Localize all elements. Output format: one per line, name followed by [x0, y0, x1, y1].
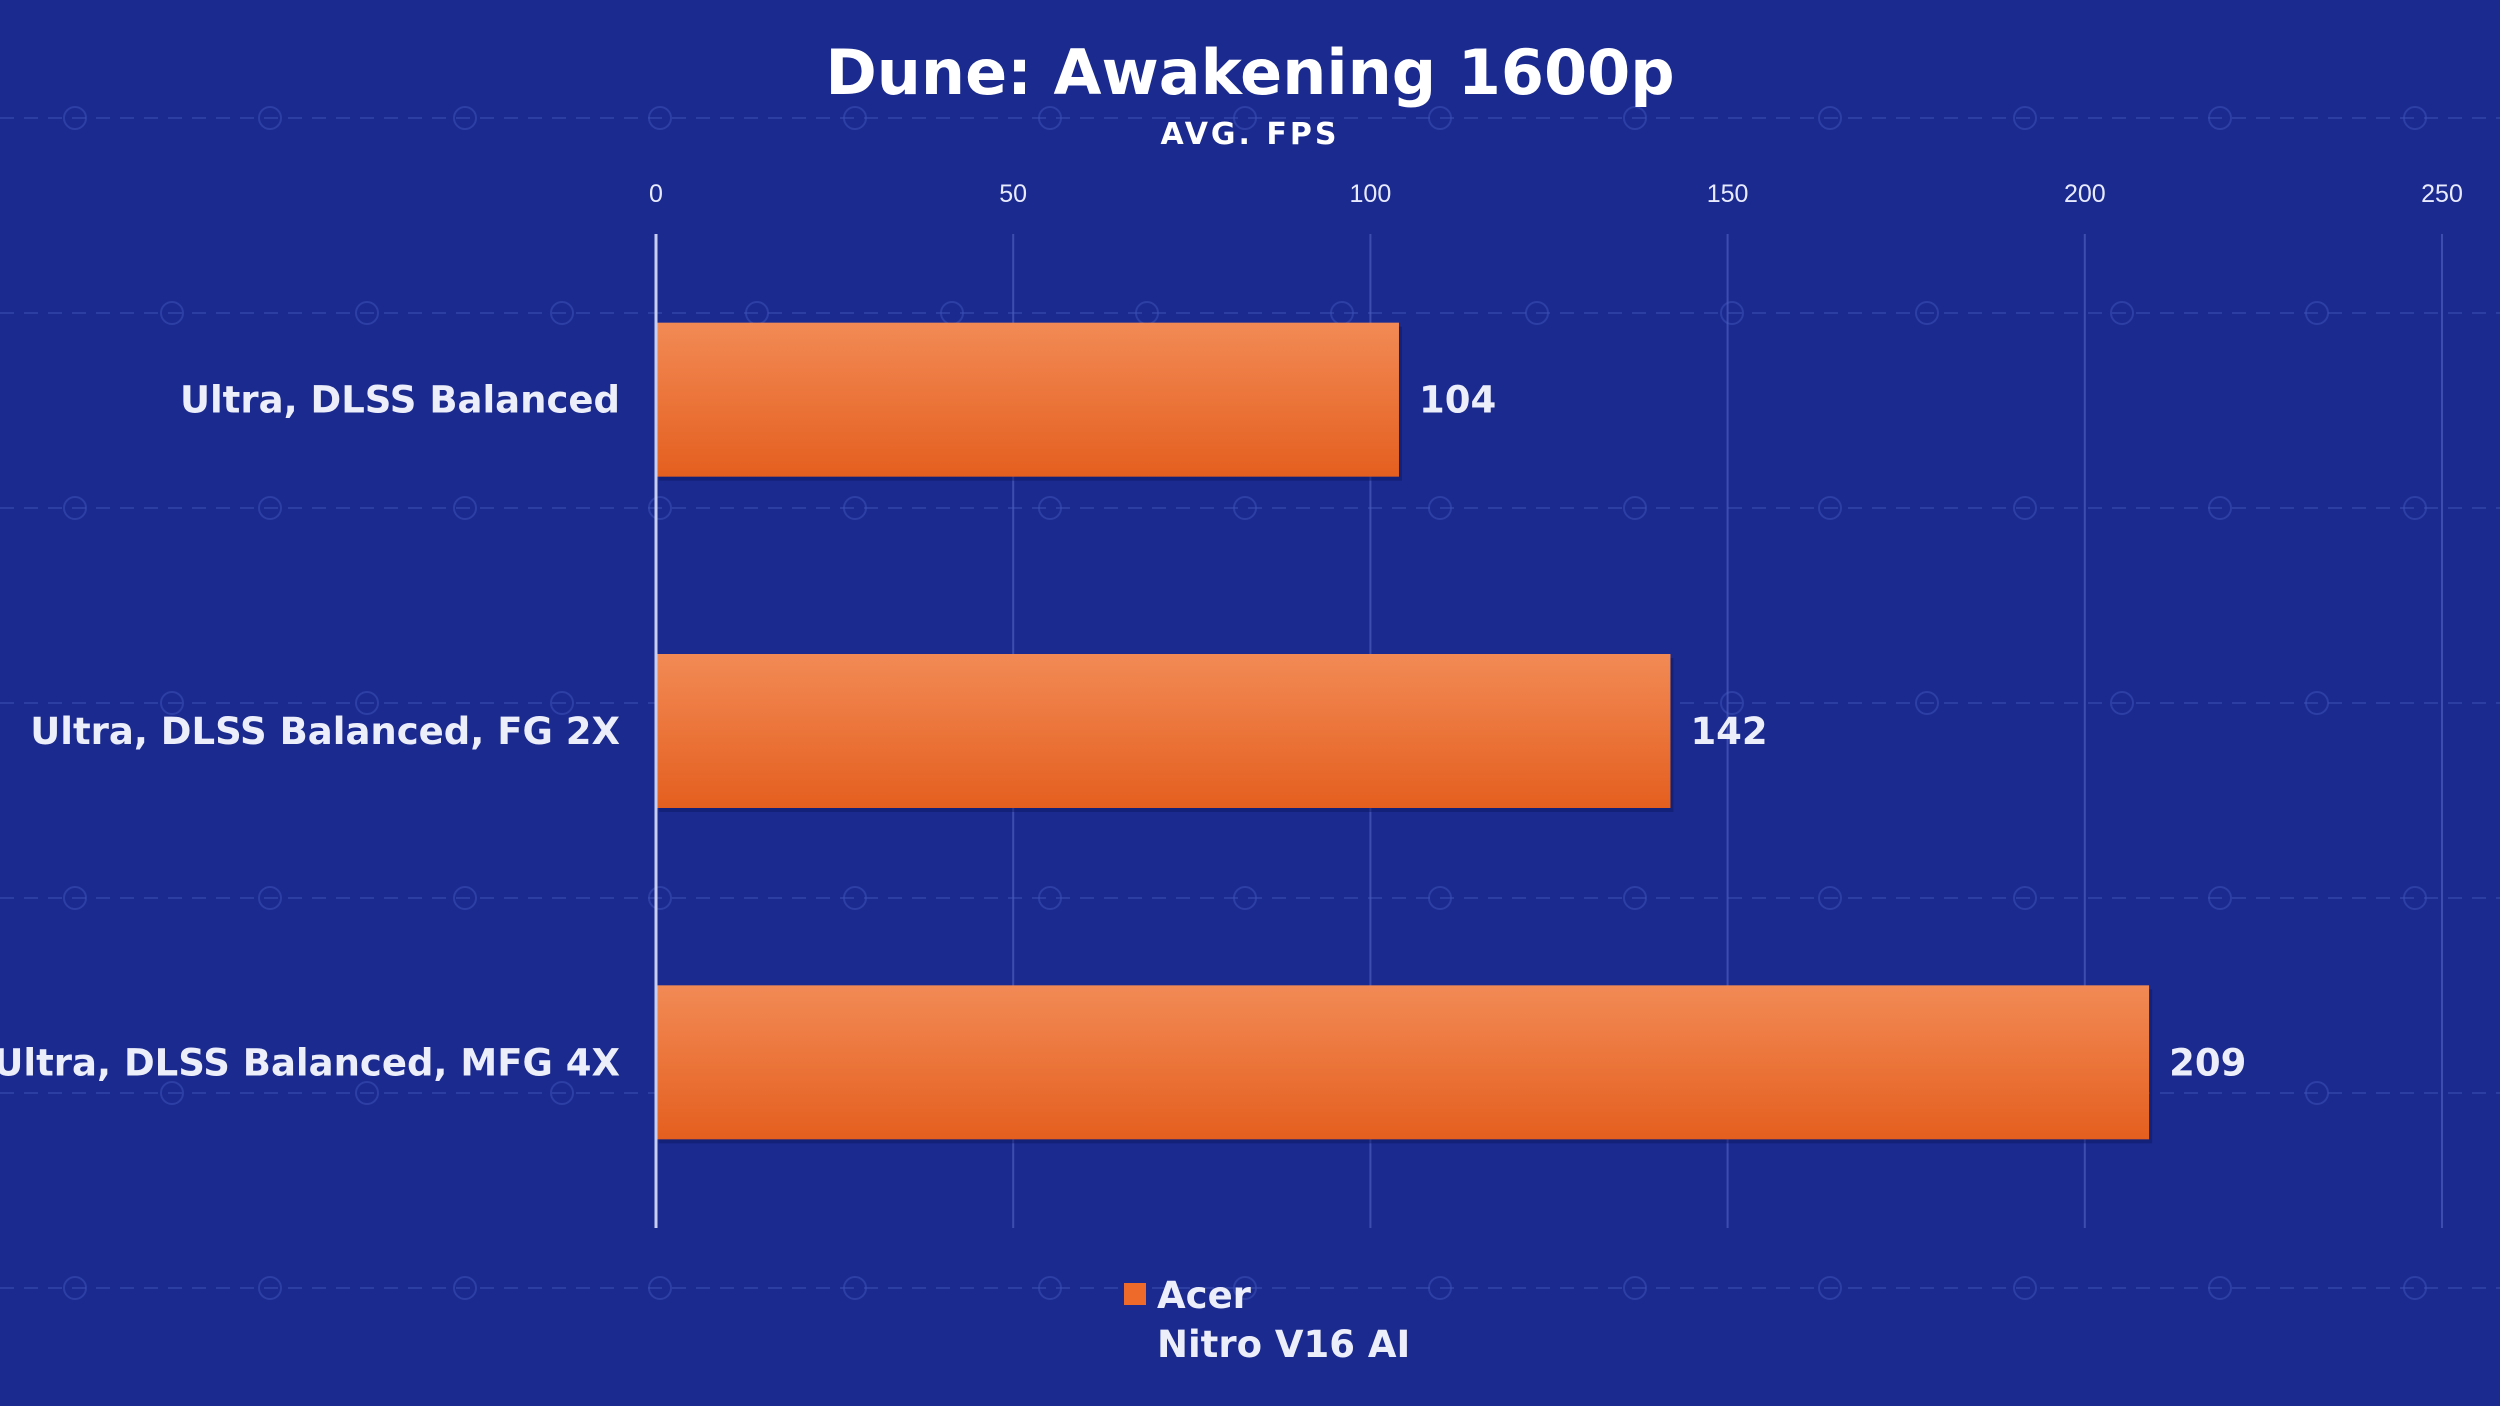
- x-tick-label: 150: [1707, 180, 1749, 208]
- bg-pattern-node: [2013, 886, 2037, 910]
- x-tick-label: 0: [649, 180, 663, 208]
- x-tick-label: 100: [1350, 180, 1392, 208]
- bg-pattern-node: [2208, 106, 2232, 130]
- bg-pattern-node: [648, 106, 672, 130]
- bg-pattern-node: [1233, 886, 1257, 910]
- bg-pattern-node: [1038, 1276, 1062, 1300]
- bg-pattern-node: [160, 691, 184, 715]
- bg-pattern-node: [843, 496, 867, 520]
- bg-pattern-node: [1428, 106, 1452, 130]
- bg-pattern-node: [2110, 691, 2134, 715]
- bg-pattern-node: [1720, 691, 1744, 715]
- bg-pattern-node: [648, 886, 672, 910]
- bg-pattern-node: [453, 106, 477, 130]
- bg-pattern-node: [1623, 106, 1647, 130]
- bg-pattern-node: [453, 1276, 477, 1300]
- bg-pattern-node: [550, 301, 574, 325]
- bg-pattern-node: [2403, 496, 2427, 520]
- legend: Acer Nitro V16 AI: [1124, 1274, 1410, 1366]
- bg-pattern-node: [2305, 1081, 2329, 1105]
- bar: [656, 654, 1671, 808]
- bg-pattern-node: [355, 301, 379, 325]
- bg-pattern-node: [1818, 106, 1842, 130]
- bg-pattern-node: [453, 886, 477, 910]
- bg-pattern-node: [1428, 886, 1452, 910]
- bg-pattern-node: [355, 691, 379, 715]
- bg-pattern-node: [550, 691, 574, 715]
- bg-pattern-node: [160, 1081, 184, 1105]
- bg-pattern-node: [550, 1081, 574, 1105]
- value-labels: 104 142 209: [1419, 379, 2246, 1085]
- bg-pattern-node: [648, 1276, 672, 1300]
- bars: [656, 322, 2153, 1144]
- bg-pattern-node: [453, 496, 477, 520]
- x-tick-label: 50: [999, 180, 1027, 208]
- bg-pattern-node: [2305, 301, 2329, 325]
- value-label: 142: [1690, 710, 1767, 753]
- bg-pattern-node: [2013, 496, 2037, 520]
- legend-label-line-2: Nitro V16 AI: [1157, 1323, 1410, 1366]
- bg-pattern-node: [1818, 496, 1842, 520]
- bg-pattern-node: [1818, 886, 1842, 910]
- bg-pattern-node: [160, 301, 184, 325]
- bg-pattern-node: [843, 1276, 867, 1300]
- bg-pattern-node: [1623, 886, 1647, 910]
- bg-pattern-node: [2208, 1276, 2232, 1300]
- category-label: Ultra, DLSS Balanced, MFG 4X: [0, 1041, 620, 1084]
- bg-pattern-node: [1428, 496, 1452, 520]
- bg-pattern-node: [2403, 886, 2427, 910]
- bg-pattern-node: [1915, 691, 1939, 715]
- bg-pattern-node: [1038, 106, 1062, 130]
- bg-pattern-node: [258, 886, 282, 910]
- bg-pattern-node: [1233, 1276, 1257, 1300]
- bg-pattern-node: [63, 496, 87, 520]
- bg-pattern-node: [2403, 1276, 2427, 1300]
- bg-pattern-node: [2110, 301, 2134, 325]
- bg-pattern-node: [2305, 691, 2329, 715]
- x-tick-label: 200: [2064, 180, 2106, 208]
- legend-swatch: [1124, 1283, 1146, 1305]
- bg-pattern-node: [2013, 1276, 2037, 1300]
- bg-pattern-node: [843, 106, 867, 130]
- bg-pattern-node: [1038, 886, 1062, 910]
- bg-pattern-node: [843, 886, 867, 910]
- bg-pattern-node: [2208, 886, 2232, 910]
- bg-pattern-node: [1623, 1276, 1647, 1300]
- category-label: Ultra, DLSS Balanced, FG 2X: [30, 710, 620, 753]
- legend-label-line-1: Acer: [1157, 1274, 1252, 1317]
- bg-pattern-node: [1623, 496, 1647, 520]
- bg-pattern-node: [258, 496, 282, 520]
- value-label: 209: [2169, 1041, 2246, 1084]
- bg-pattern-node: [1233, 496, 1257, 520]
- bar: [656, 985, 2150, 1140]
- bg-pattern-node: [1233, 106, 1257, 130]
- bg-pattern-node: [1720, 301, 1744, 325]
- chart-title: Dune: Awakening 1600p: [825, 36, 1674, 109]
- bg-pattern-node: [63, 106, 87, 130]
- x-axis-ticks: 0 50 100 150 200 250: [649, 180, 2463, 208]
- bg-pattern-node: [258, 1276, 282, 1300]
- chart-subtitle: AVG. FPS: [1161, 117, 1340, 152]
- bg-pattern-node: [1525, 301, 1549, 325]
- bg-pattern-node: [355, 1081, 379, 1105]
- bg-pattern-node: [648, 496, 672, 520]
- x-tick-label: 250: [2421, 180, 2463, 208]
- category-label: Ultra, DLSS Balanced: [180, 379, 620, 422]
- bg-pattern-node: [2403, 106, 2427, 130]
- category-labels: Ultra, DLSS Balanced Ultra, DLSS Balanced…: [0, 379, 620, 1085]
- bg-pattern-node: [1818, 1276, 1842, 1300]
- bg-pattern-node: [1038, 496, 1062, 520]
- bg-pattern-node: [63, 886, 87, 910]
- bg-pattern-node: [2013, 106, 2037, 130]
- bg-pattern-node: [1915, 301, 1939, 325]
- bg-pattern-node: [258, 106, 282, 130]
- bg-pattern-node: [1428, 1276, 1452, 1300]
- bar: [656, 322, 1399, 477]
- value-label: 104: [1419, 379, 1496, 422]
- bg-pattern-node: [63, 1276, 87, 1300]
- bg-pattern-node: [2208, 496, 2232, 520]
